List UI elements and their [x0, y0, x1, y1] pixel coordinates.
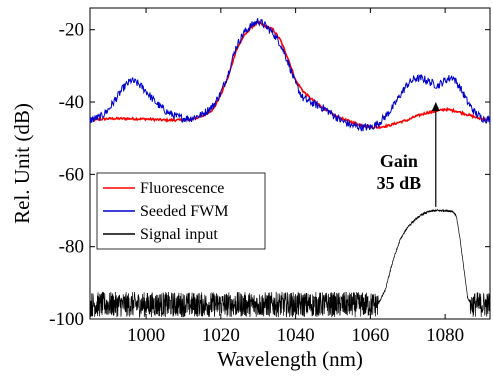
legend-entry: Signal input [140, 226, 218, 243]
x-tick-label: 1060 [351, 325, 389, 346]
y-tick-label: -60 [59, 164, 84, 185]
legend-entry: Fluorescence [140, 180, 224, 197]
x-tick-label: 1080 [426, 325, 464, 346]
seeded-fwm-line [90, 18, 490, 131]
series-group [90, 18, 490, 317]
series-seeded-fwm [90, 18, 490, 131]
x-tick-label: 1000 [127, 325, 165, 346]
y-tick-label: -40 [59, 92, 84, 113]
y-axis-label: Rel. Unit (dB) [10, 103, 34, 224]
y-tick-label: -100 [49, 309, 84, 330]
series-fluorescence [90, 21, 489, 128]
y-tick-label: -20 [59, 20, 84, 41]
y-tick-label: -80 [59, 237, 84, 258]
fluorescence-line [90, 21, 489, 128]
legend: Fluorescence Seeded FWM Signal input [97, 173, 265, 249]
legend-entry: Seeded FWM [140, 203, 228, 220]
gain-value-label: 35 dB [377, 173, 422, 193]
x-tick-label: 1020 [202, 325, 240, 346]
gain-label: Gain [380, 151, 418, 171]
gain-arrow-head [432, 102, 440, 111]
x-tick-label: 1040 [277, 325, 315, 346]
x-axis-label: Wavelength (nm) [217, 347, 363, 371]
plot-frame [90, 8, 490, 319]
